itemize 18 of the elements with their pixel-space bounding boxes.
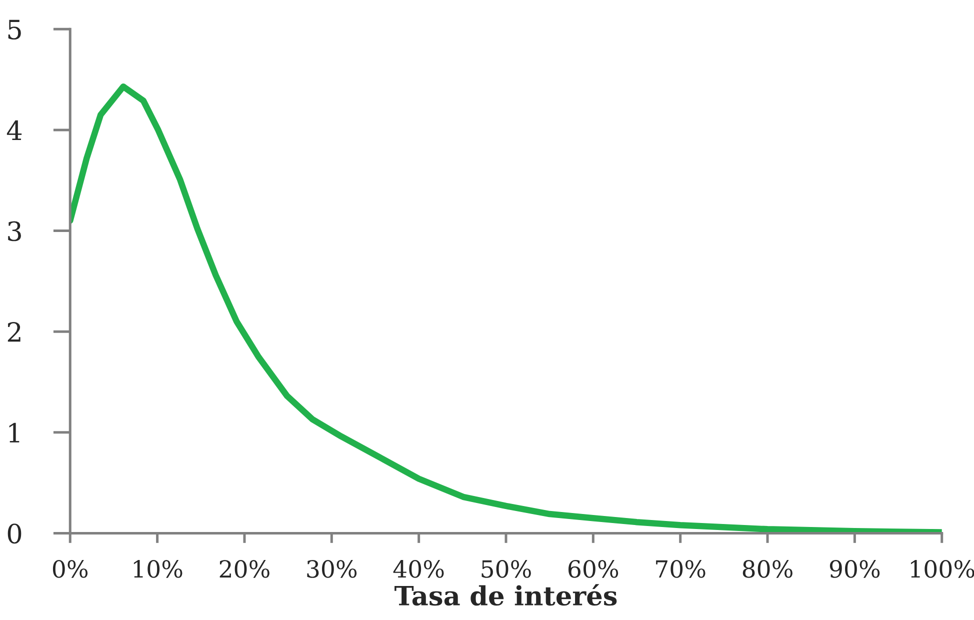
y-tick-label: 5	[8, 20, 21, 40]
x-tick-label: 50%	[482, 560, 531, 578]
y-tick-label: 4	[6, 120, 22, 140]
x-tick-label: 30%	[307, 560, 357, 578]
x-tick-label: 20%	[220, 560, 270, 578]
x-tick-label: 80%	[742, 560, 792, 578]
x-tick-label: 60%	[568, 560, 618, 578]
x-tick-label: 100%	[910, 560, 974, 578]
x-tick-label: 70%	[656, 560, 706, 578]
x-tick-label: 10%	[134, 560, 182, 578]
y-tick-label: 3	[8, 221, 21, 242]
y-tick-label: 0	[8, 524, 22, 544]
x-axis-title: Tasa de interés	[394, 584, 617, 606]
x-tick-label: 40%	[393, 560, 444, 578]
y-tick-label: 2	[8, 322, 20, 342]
x-tick-label: 90%	[830, 560, 880, 578]
x-tick-label: 0%	[52, 560, 88, 578]
y-tick-label: 1	[9, 422, 20, 442]
